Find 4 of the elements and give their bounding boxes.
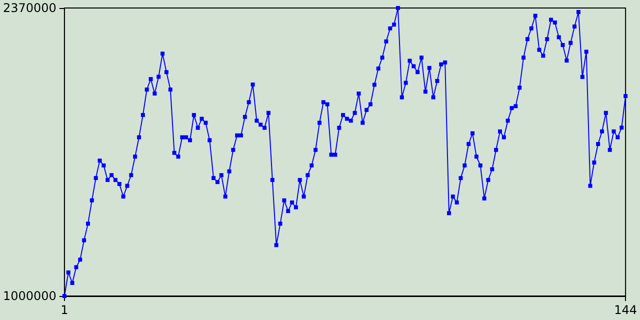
y-tick-label: 1000000 xyxy=(2,289,56,303)
x-tick-label: 144 xyxy=(614,303,637,317)
y-tick-label: 2370000 xyxy=(2,1,56,15)
x-tick-label: 1 xyxy=(60,303,68,317)
